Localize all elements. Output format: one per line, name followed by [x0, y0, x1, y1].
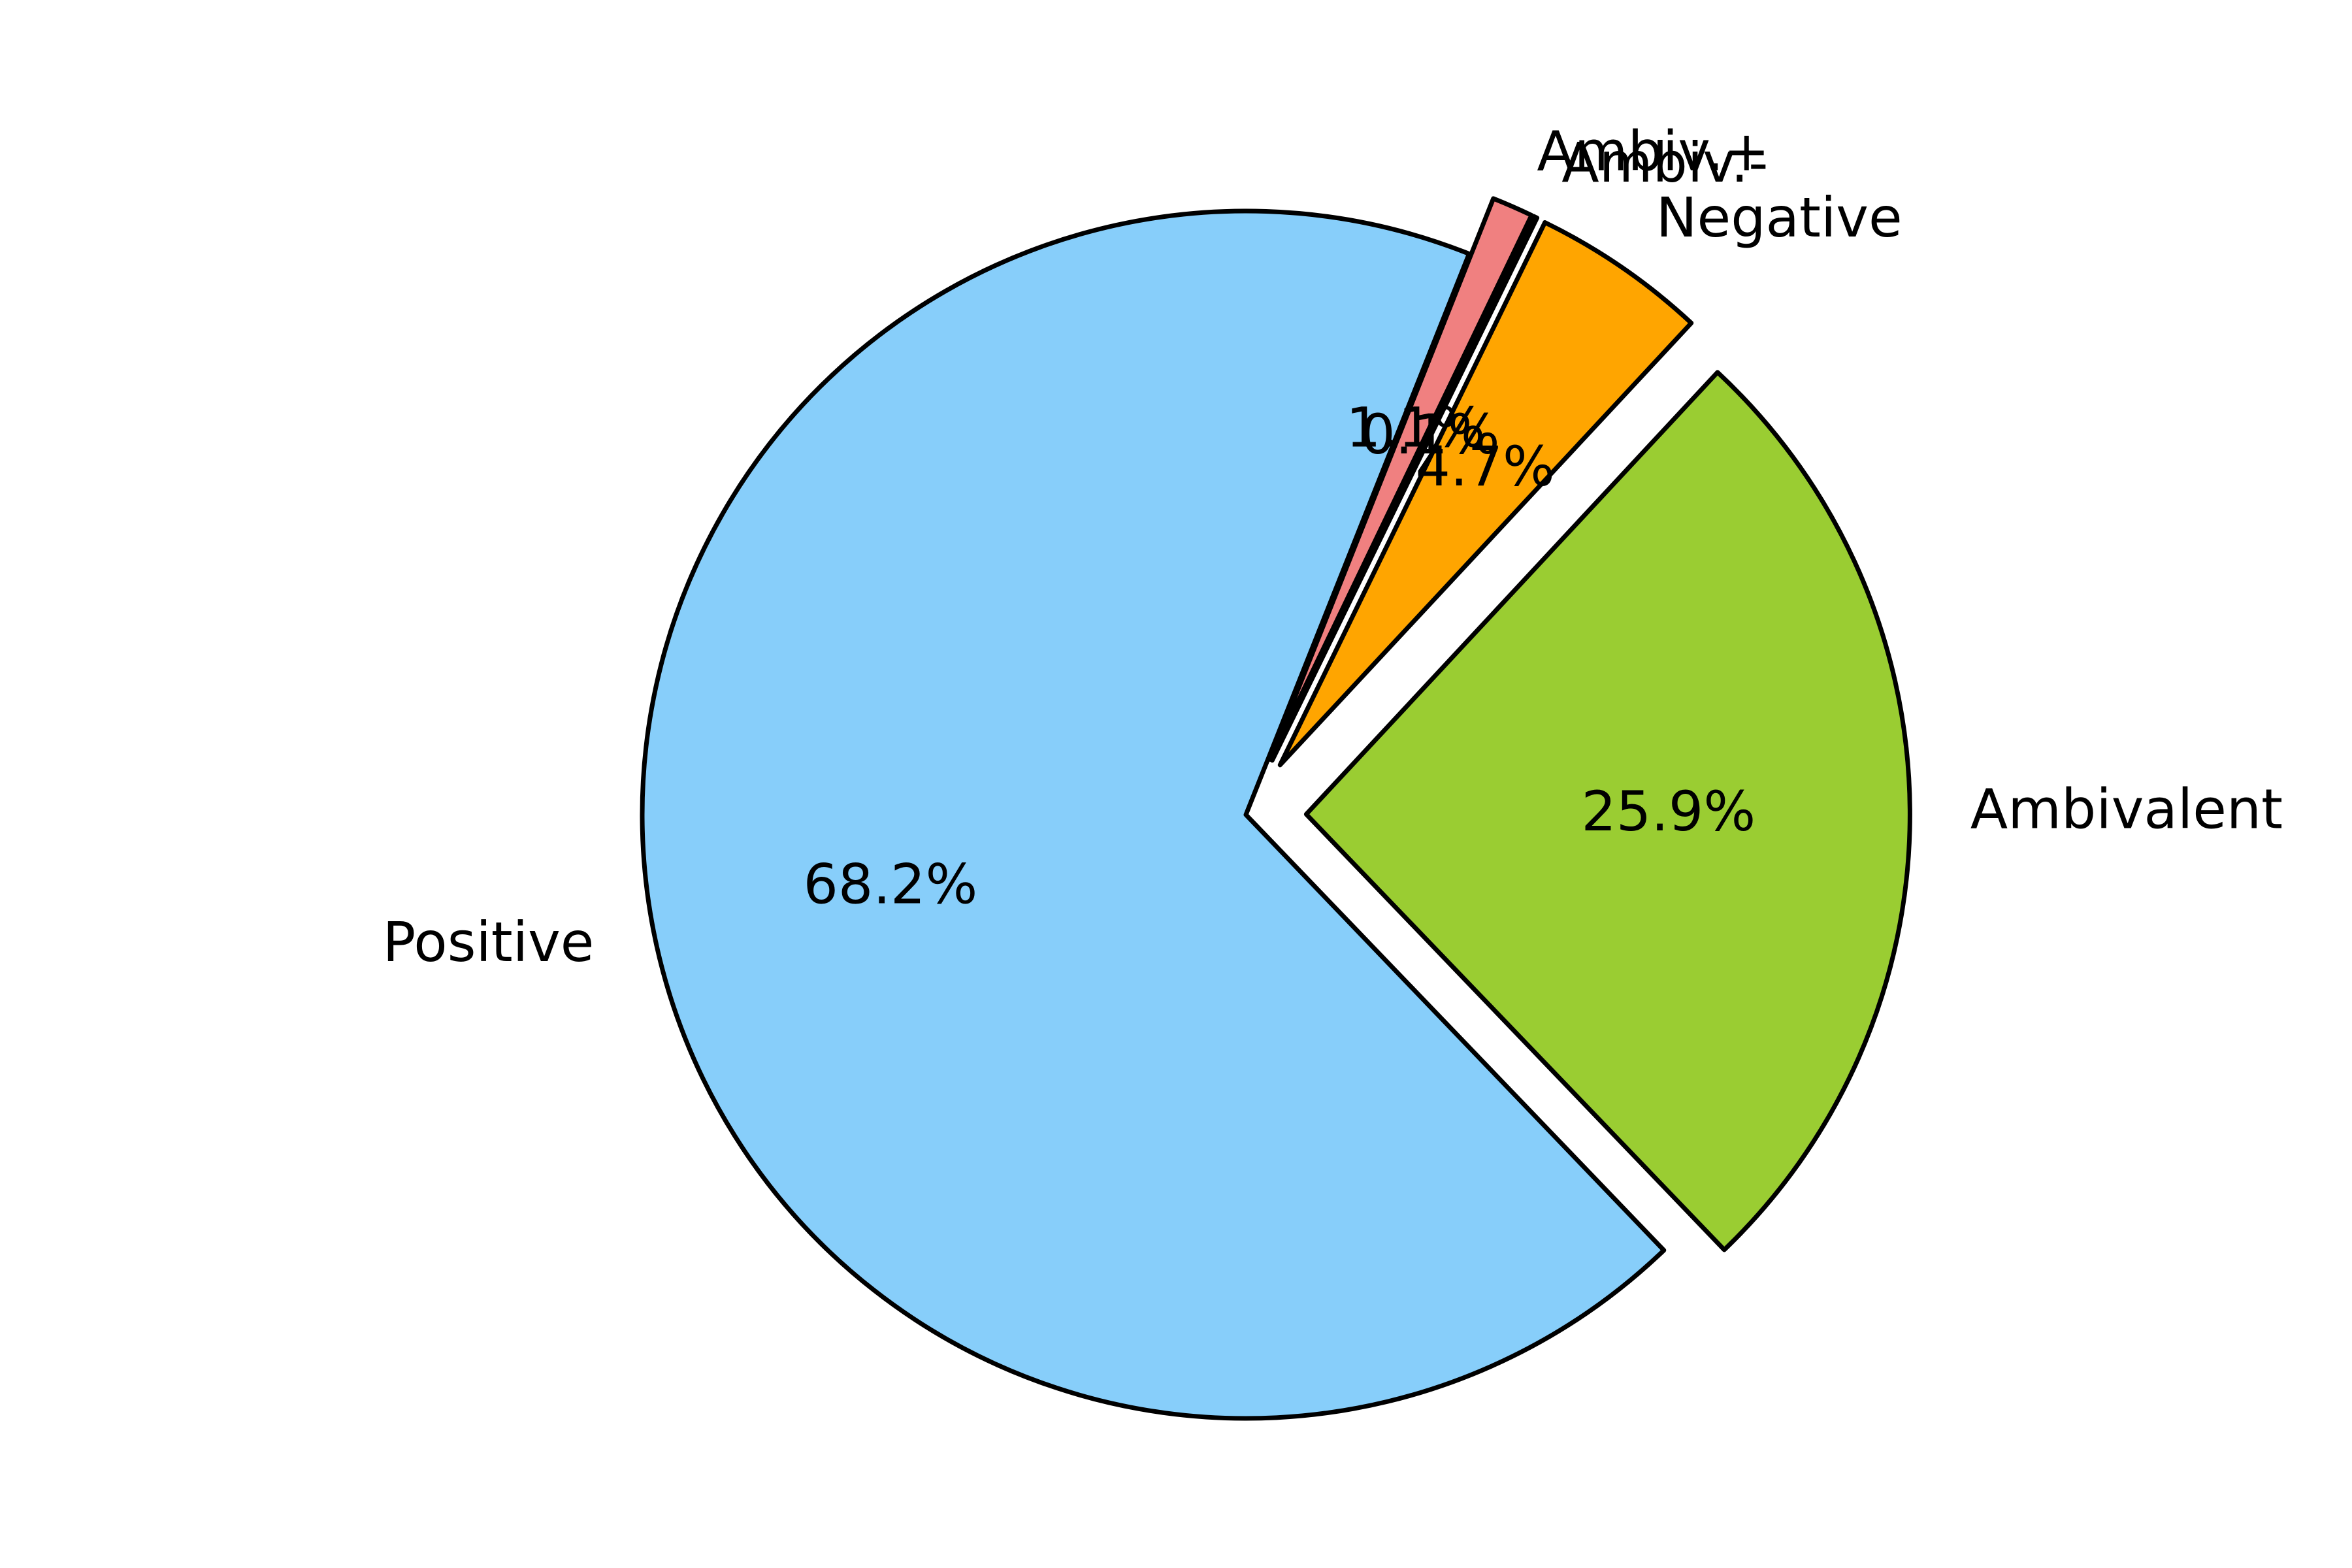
category-label-ambiv: Ambiv.+ [1537, 120, 1769, 184]
percent-label-ambiv: 0.1% [1360, 402, 1499, 466]
percent-label-ambivalent: 25.9% [1581, 779, 1756, 843]
slice-ambivalent [1303, 370, 1912, 1252]
percent-label-negative: 4.7% [1415, 434, 1554, 498]
category-label-ambivalent: Ambivalent [1970, 777, 2283, 841]
slice-positive [640, 208, 1667, 1421]
category-label-negative: Negative [1656, 186, 1903, 250]
slices-layer [640, 196, 1912, 1421]
labels-layer: Positive 68.2% Ambivalent 25.9% Negative 4.7%… [383, 120, 2283, 974]
percent-label-positive: 68.2% [803, 852, 977, 916]
category-label-positive: Positive [383, 910, 595, 974]
slice-negative [1277, 220, 1694, 768]
percent-label-ambiv: 1.1% [1346, 396, 1485, 460]
category-label-ambiv: Ambiv.- [1561, 131, 1768, 195]
slice-ambiv [1267, 196, 1534, 762]
